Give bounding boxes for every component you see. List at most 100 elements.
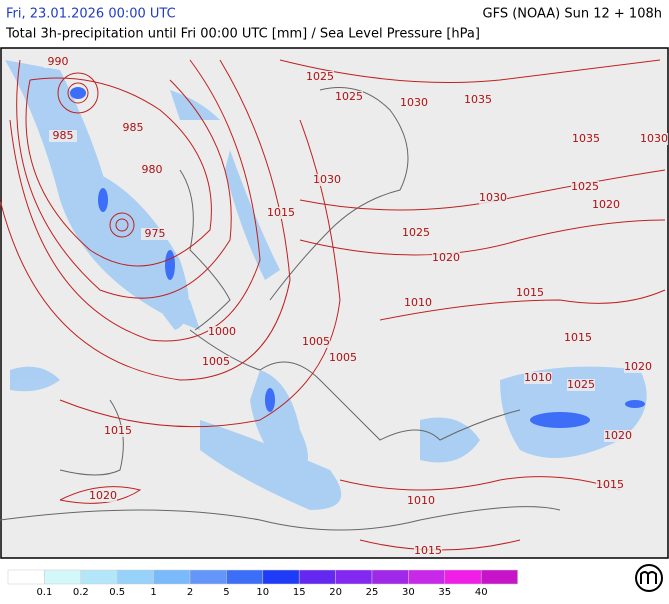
legend-swatch <box>226 569 264 585</box>
left-title: Fri, 23.01.2026 00:00 UTC <box>6 7 176 22</box>
isobar-label: 1005 <box>202 355 230 368</box>
isobar-label-bg <box>571 181 599 193</box>
legend-label: 0.1 <box>36 587 52 598</box>
isobar-label: 1030 <box>400 96 428 109</box>
legend-swatch <box>335 569 373 585</box>
legend-label: 30 <box>402 587 415 598</box>
isobar-label-bg <box>44 56 72 68</box>
isobar-label: 1020 <box>432 251 460 264</box>
isobar-label-bg <box>432 252 460 264</box>
isobar-label-bg <box>564 332 592 344</box>
isobar-label-bg <box>141 228 169 240</box>
isobar-label: 1015 <box>104 424 132 437</box>
isobar-label: 1035 <box>464 93 492 106</box>
legend-swatch <box>480 569 518 585</box>
isobar-label-bg <box>89 490 117 502</box>
legend-swatch <box>116 569 154 585</box>
legend-swatch <box>153 569 191 585</box>
subtitle: Total 3h-precipitation until Fri 00:00 U… <box>5 27 480 42</box>
isobar-label-bg <box>516 287 544 299</box>
isobar-label-bg <box>402 227 430 239</box>
legend-label: 20 <box>329 587 342 598</box>
isobar-label-bg <box>604 430 632 442</box>
isobar-label-bg <box>640 133 668 145</box>
isobar-label-bg <box>400 97 428 109</box>
isobar-label: 1025 <box>306 70 334 83</box>
legend-swatch <box>298 569 336 585</box>
legend-label: 25 <box>366 587 379 598</box>
legend-label: 0.2 <box>73 587 89 598</box>
isobars <box>0 59 666 551</box>
isobar-label-bg <box>313 174 341 186</box>
isobar-label: 985 <box>53 129 74 142</box>
isobar-label: 1025 <box>402 226 430 239</box>
isobar-label-bg <box>329 352 357 364</box>
legend-label: 15 <box>293 587 306 598</box>
legend-swatch <box>444 569 482 585</box>
legend-swatch <box>408 569 446 585</box>
isobar-label: 1005 <box>329 351 357 364</box>
legend-swatch <box>189 569 227 585</box>
isobar-label: 1015 <box>596 478 624 491</box>
isobar-label: 985 <box>123 121 144 134</box>
isobar-label: 1015 <box>564 331 592 344</box>
isobar-label: 990 <box>48 55 69 68</box>
isobar-label: 1030 <box>479 191 507 204</box>
logo <box>635 564 663 592</box>
isobar-label: 1025 <box>335 90 363 103</box>
legend-label: 40 <box>475 587 488 598</box>
isobar-label: 1020 <box>592 198 620 211</box>
legend-label: 2 <box>187 587 193 598</box>
legend-swatch <box>262 569 300 585</box>
isobar-label: 1025 <box>567 378 595 391</box>
isobar-label: 1015 <box>414 544 442 557</box>
legend-label: 10 <box>256 587 269 598</box>
isobar-label-bg <box>567 379 595 391</box>
isobar-label: 1020 <box>604 429 632 442</box>
isobar-label: 980 <box>142 163 163 176</box>
coastlines <box>0 87 561 531</box>
isobar-label: 1005 <box>302 335 330 348</box>
isobar-label-bg <box>464 94 492 106</box>
heavy-precipitation <box>70 87 645 428</box>
legend-label: 5 <box>223 587 229 598</box>
isobar-label: 1015 <box>267 206 295 219</box>
legend-label: 35 <box>438 587 451 598</box>
isobar-label: 1015 <box>516 286 544 299</box>
legend-swatch <box>371 569 409 585</box>
legend: 0.1 0.2 0.5 1 2 5 10 15 20 25 30 35 40 <box>7 569 518 598</box>
isobar-label-bg <box>572 133 600 145</box>
isobar-label-bg <box>407 495 435 507</box>
isobar-label-bg <box>592 199 620 211</box>
isobar-label-bg <box>302 336 330 348</box>
isobar-label-bg <box>335 91 363 103</box>
isobar-label-bg <box>267 207 295 219</box>
isobar-label: 1010 <box>407 494 435 507</box>
isobar-label-bg <box>524 372 552 384</box>
isobar-label: 1025 <box>571 180 599 193</box>
legend-label: 1 <box>150 587 156 598</box>
isobar-label-bg <box>202 356 230 368</box>
isobar-label-bg <box>404 297 432 309</box>
legend-label: 0.5 <box>109 587 125 598</box>
isobar-label-bg <box>479 192 507 204</box>
isobar-label-bg <box>624 361 652 373</box>
isobar-label-bg <box>596 479 624 491</box>
isobar-label-bg <box>119 122 147 134</box>
isobar-label: 1030 <box>313 173 341 186</box>
isobar-label: 1030 <box>640 132 668 145</box>
isobar-label: 1010 <box>404 296 432 309</box>
isobar-label-bg <box>306 71 334 83</box>
isobar-label-bg <box>208 326 236 338</box>
isobar-label-bg <box>104 425 132 437</box>
right-title: GFS (NOAA) Sun 12 + 108h <box>483 7 662 22</box>
legend-swatch <box>80 569 118 585</box>
isobar-label: 1035 <box>572 132 600 145</box>
isobar-label-bg <box>138 164 166 176</box>
isobar-label: 1020 <box>89 489 117 502</box>
isobar-label: 1000 <box>208 325 236 338</box>
isobar-label-bg <box>414 545 442 557</box>
isobar-label-bg <box>49 130 77 142</box>
